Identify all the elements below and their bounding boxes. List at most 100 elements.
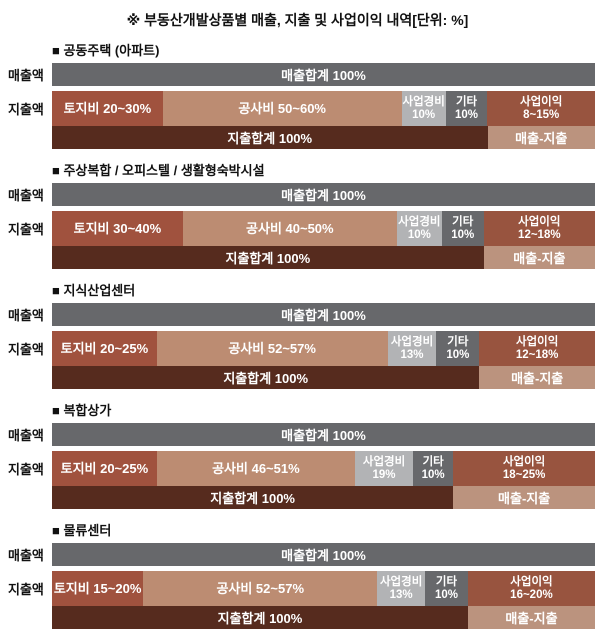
- segment-other: 기타 10%: [436, 331, 480, 366]
- revenue-minus-expense-label: 매출-지출: [505, 611, 558, 626]
- revenue-minus-expense-label: 매출-지출: [513, 251, 566, 266]
- segment-value: 12~18%: [518, 228, 561, 241]
- revenue-minus-expense-box: 매출-지출: [467, 606, 595, 629]
- segment-label: 사업경비: [390, 335, 434, 348]
- section-complex-mall: ■ 복합상가 매출액 매출합계 100% 지출액 토지비 20~25% 공사비 …: [0, 400, 595, 509]
- segment-label: 기타: [452, 215, 474, 228]
- expense-total-label: 지출합계 100%: [217, 611, 303, 626]
- page-title: ※ 부동산개발상품별 매출, 지출 및 사업이익 내역[단위: %]: [126, 12, 469, 28]
- segment-value: 10%: [451, 228, 475, 241]
- segment-other: 기타 10%: [413, 451, 454, 486]
- revenue-total-label: 매출합계 100%: [281, 428, 366, 443]
- segment-land-cost: 토지비 30~40%: [52, 211, 183, 246]
- revenue-total-label: 매출합계 100%: [281, 188, 366, 203]
- expense-row-label: 지출액: [8, 462, 44, 477]
- revenue-total-label: 매출합계 100%: [281, 548, 366, 563]
- expense-row: 지출액 토지비 20~30% 공사비 50~60% 사업경비 10%: [0, 91, 595, 149]
- segment-business-profit: 사업이익 12~18%: [479, 331, 595, 366]
- segment-business-profit: 사업이익 12~18%: [483, 211, 595, 246]
- segment-other: 기타 10%: [425, 571, 468, 606]
- segment-value: 10%: [434, 588, 458, 601]
- expense-total-label: 지출합계 100%: [225, 251, 311, 266]
- segment-label: 사업경비: [398, 215, 441, 228]
- revenue-minus-expense-box: 매출-지출: [483, 246, 595, 269]
- expense-segments: 토지비 30~40% 공사비 40~50% 사업경비 10% 기타 10%: [52, 211, 595, 246]
- segment-label: 사업경비: [379, 575, 423, 588]
- expense-row: 지출액 토지비 30~40% 공사비 40~50% 사업경비 10%: [0, 211, 595, 269]
- segment-label: 사업이익: [510, 575, 553, 588]
- revenue-total-bar: 매출합계 100%: [52, 543, 595, 566]
- expense-total-bar: 지출합계 100%: [52, 126, 488, 149]
- segment-construction-cost: 공사비 52~57%: [156, 331, 388, 366]
- revenue-minus-expense-box: 매출-지출: [479, 366, 595, 389]
- section-logistics-center: ■ 물류센터 매출액 매출합계 100% 지출액 토지비 15~20% 공사비 …: [0, 520, 595, 629]
- segment-business-expense: 사업경비 13%: [387, 331, 437, 366]
- section-heading: ■ 복합상가: [52, 403, 112, 418]
- segment-land-cost: 토지비 15~20%: [52, 571, 144, 606]
- segment-label: 기타: [435, 575, 458, 588]
- segment-label: 기타: [422, 455, 444, 468]
- revenue-row-label: 매출액: [8, 548, 44, 563]
- segment-business-profit: 사업이익 8~15%: [487, 91, 595, 126]
- expense-bar-stack: 토지비 15~20% 공사비 52~57% 사업경비 13% 기타 10%: [52, 571, 595, 629]
- segment-label: 기타: [447, 335, 469, 348]
- section-heading: ■ 물류센터: [52, 523, 112, 538]
- expense-total-bar: 지출합계 100%: [52, 486, 454, 509]
- segment-label: 토지비 30~40%: [73, 220, 162, 236]
- segment-construction-cost: 공사비 50~60%: [162, 91, 402, 126]
- segment-land-cost: 토지비 20~25%: [52, 331, 157, 366]
- expense-segments: 토지비 20~25% 공사비 52~57% 사업경비 13% 기타 10%: [52, 331, 595, 366]
- segment-label: 사업경비: [362, 455, 406, 468]
- revenue-total-label: 매출합계 100%: [281, 308, 366, 323]
- segment-label: 사업이익: [502, 455, 546, 468]
- totals-row: 지출합계 100% 매출-지출: [52, 606, 595, 629]
- expense-total-label: 지출합계 100%: [227, 131, 313, 146]
- segment-business-expense: 사업경비 13%: [377, 571, 426, 606]
- revenue-total-bar: 매출합계 100%: [52, 183, 595, 206]
- segment-label: 사업이익: [520, 95, 563, 108]
- expense-segments: 토지비 20~25% 공사비 46~51% 사업경비 19% 기타 10%: [52, 451, 595, 486]
- segment-label: 토지비 20~25%: [60, 340, 149, 356]
- section-heading: ■ 지식산업센터: [52, 283, 136, 298]
- segment-value: 13%: [389, 588, 413, 601]
- revenue-row: 매출액 매출합계 100%: [0, 183, 595, 206]
- segment-land-cost: 토지비 20~25%: [52, 451, 157, 486]
- section-heading: ■ 공동주택 (아파트): [52, 43, 160, 58]
- segment-land-cost: 토지비 20~30%: [52, 91, 163, 126]
- segment-value: 10%: [421, 468, 445, 481]
- segment-value: 13%: [400, 348, 424, 361]
- expense-row-label: 지출액: [8, 342, 44, 357]
- segment-label: 공사비 52~57%: [216, 580, 305, 596]
- revenue-minus-expense-label: 매출-지출: [511, 371, 564, 386]
- expense-bar-stack: 토지비 20~30% 공사비 50~60% 사업경비 10% 기타 10%: [52, 91, 595, 149]
- segment-value: 16~20%: [510, 588, 553, 601]
- expense-total-label: 지출합계 100%: [210, 491, 295, 506]
- revenue-total-label: 매출합계 100%: [281, 68, 366, 83]
- revenue-minus-expense-box: 매출-지출: [453, 486, 595, 509]
- segment-label: 토지비 20~25%: [60, 460, 149, 476]
- expense-segments: 토지비 20~30% 공사비 50~60% 사업경비 10% 기타 10%: [52, 91, 595, 126]
- revenue-total-bar: 매출합계 100%: [52, 63, 595, 86]
- segment-label: 사업경비: [402, 95, 445, 108]
- segment-value: 8~15%: [523, 108, 560, 121]
- expense-segments: 토지비 15~20% 공사비 52~57% 사업경비 13% 기타 10%: [52, 571, 595, 606]
- expense-row: 지출액 토지비 15~20% 공사비 52~57% 사업경비 13%: [0, 571, 595, 629]
- revenue-row-label: 매출액: [8, 308, 44, 323]
- revenue-row-label: 매출액: [8, 68, 44, 83]
- segment-business-profit: 사업이익 16~20%: [467, 571, 595, 606]
- revenue-total-bar: 매출합계 100%: [52, 303, 595, 326]
- segment-value: 18~25%: [502, 468, 546, 481]
- segment-business-expense: 사업경비 19%: [354, 451, 414, 486]
- segment-other: 기타 10%: [445, 91, 488, 126]
- revenue-row-label: 매출액: [8, 188, 44, 203]
- section-knowledge-industry-center: ■ 지식산업센터 매출액 매출합계 100% 지출액 토지비 20~25% 공사…: [0, 280, 595, 389]
- segment-business-expense: 사업경비 10%: [396, 211, 442, 246]
- revenue-row: 매출액 매출합계 100%: [0, 423, 595, 446]
- segment-value: 12~18%: [515, 348, 559, 361]
- segment-construction-cost: 공사비 40~50%: [182, 211, 397, 246]
- totals-row: 지출합계 100% 매출-지출: [52, 486, 595, 509]
- segment-label: 공사비 50~60%: [238, 100, 326, 116]
- expense-total-bar: 지출합계 100%: [52, 606, 468, 629]
- segment-value: 19%: [372, 468, 396, 481]
